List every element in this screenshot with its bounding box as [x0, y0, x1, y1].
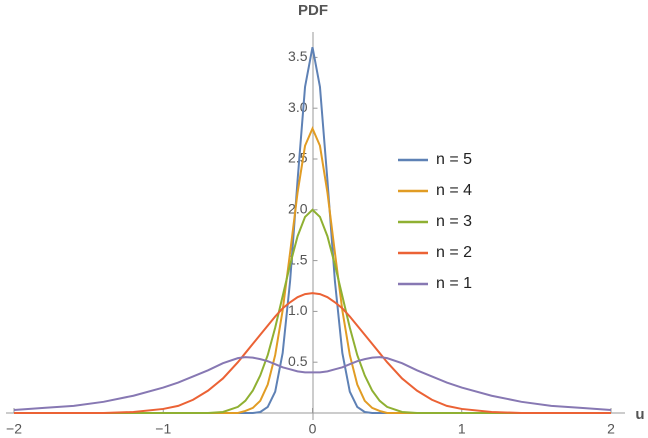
y-tick-label: 2.0	[288, 201, 308, 217]
series-line	[13, 356, 612, 411]
legend-label: n = 3	[436, 213, 472, 230]
y-tick-label: 0.5	[288, 353, 308, 369]
x-axis-label: u	[635, 406, 644, 423]
legend-label: n = 5	[436, 151, 472, 168]
y-axis-label: PDF	[298, 2, 328, 19]
x-tick-label: 1	[458, 421, 466, 437]
series-line	[14, 208, 611, 414]
legend-label: n = 4	[436, 182, 472, 199]
x-tick-label: −2	[6, 421, 22, 437]
x-tick-label: −1	[155, 421, 171, 437]
x-tick-label: 0	[309, 421, 317, 437]
legend-label: n = 1	[436, 275, 472, 292]
y-tick-label: 3.5	[288, 48, 308, 64]
x-tick-label: 2	[607, 421, 615, 437]
legend-label: n = 2	[436, 244, 472, 261]
y-tick-label: 1.0	[288, 302, 308, 318]
series-line	[14, 292, 611, 414]
